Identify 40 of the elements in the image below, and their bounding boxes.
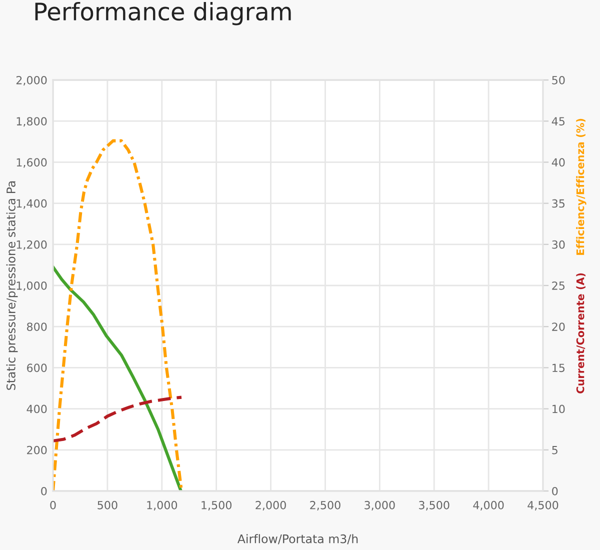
y2-tick-label: 25	[552, 281, 564, 290]
x-tick-label: 1,500	[202, 500, 232, 510]
y2-tick-label: 20	[552, 322, 565, 331]
y-tick-label: 400	[26, 404, 47, 414]
y2-axis-title: Efficiency/Efficenza (%)	[576, 118, 586, 255]
y2-tick-label: 30	[552, 240, 565, 249]
y-tick-label: 0	[41, 486, 47, 496]
y-tick-label: 1,400	[16, 199, 47, 209]
y2-tick-label: 5	[552, 446, 558, 454]
y-tick-label: 1,800	[16, 117, 47, 127]
x-axis-title: Airflow/Portata m3/h	[237, 534, 358, 544]
y2-tick-label: 40	[552, 158, 565, 167]
y-tick-label: 1,000	[16, 281, 47, 292]
y2-tick-label: 50	[552, 76, 565, 84]
x-tick-label: 4,000	[473, 500, 504, 510]
x-tick-label: 0	[50, 500, 56, 510]
x-tick-label: 3,500	[419, 500, 450, 510]
line-series	[53, 139, 184, 491]
line-series	[53, 396, 184, 442]
x-tick-label: 4,500	[528, 500, 558, 510]
x-tick-label: 1,000	[147, 500, 178, 510]
chart-title: Performance diagram	[35, 2, 291, 26]
y-tick-label: 600	[27, 364, 47, 372]
x-tick-label: 3,000	[364, 500, 395, 510]
y-tick-label: 200	[27, 446, 47, 454]
y2-tick-label: 45	[552, 117, 564, 126]
y2-tick-label: 35	[552, 199, 564, 208]
y2-tick-label: 10	[552, 404, 565, 414]
line-series	[53, 265, 182, 491]
x-tick-label: 2,000	[256, 500, 286, 510]
y-axis-title: Static pressure/pressione statica Pa	[6, 181, 18, 390]
text: Current/Corrente (A)	[576, 273, 586, 394]
y2-tick-label: 0	[552, 486, 558, 496]
y-tick-label: 1,600	[16, 158, 47, 168]
x-tick-label: 2,500	[310, 500, 340, 510]
y2-tick-label: 15	[552, 364, 564, 372]
y-tick-label: 2,000	[16, 76, 47, 86]
y-tick-label: 800	[26, 322, 47, 331]
y-tick-label: 1,200	[16, 240, 47, 250]
x-tick-label: 500	[98, 500, 118, 510]
